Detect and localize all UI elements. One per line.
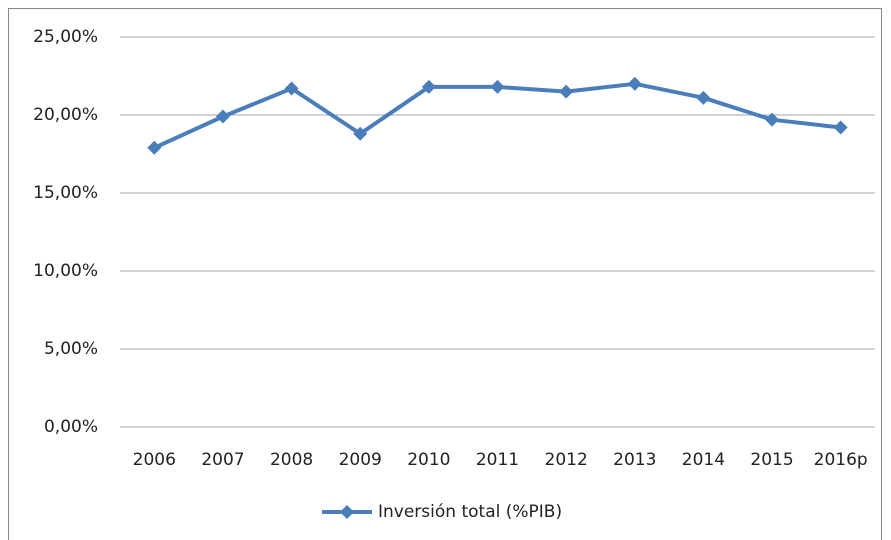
legend-marker <box>340 505 354 519</box>
data-point <box>147 140 162 155</box>
x-tick-label: 2010 <box>407 450 450 470</box>
data-point <box>833 120 848 135</box>
x-tick-label: 2007 <box>201 450 244 470</box>
data-point <box>353 126 368 141</box>
data-point <box>215 109 230 124</box>
data-point <box>490 79 505 94</box>
x-tick-label: 2014 <box>682 450 725 470</box>
legend-label: Inversión total (%PIB) <box>378 502 562 522</box>
y-tick-label: 20,00% <box>33 105 98 125</box>
data-point <box>627 76 642 91</box>
x-tick-label: 2011 <box>476 450 519 470</box>
x-tick-label: 2012 <box>545 450 588 470</box>
data-point <box>284 81 299 96</box>
data-point <box>765 112 780 127</box>
y-tick-label: 25,00% <box>33 27 98 47</box>
chart-frame <box>8 8 882 540</box>
y-tick-label: 10,00% <box>33 261 98 281</box>
x-tick-label: 2006 <box>133 450 176 470</box>
data-point <box>559 84 574 99</box>
data-point <box>696 90 711 105</box>
y-tick-label: 15,00% <box>33 183 98 203</box>
data-point <box>421 79 436 94</box>
y-tick-label: 0,00% <box>44 417 98 437</box>
x-tick-label: 2016p <box>814 450 868 470</box>
y-tick-label: 5,00% <box>44 339 98 359</box>
x-tick-label: 2008 <box>270 450 313 470</box>
x-tick-label: 2015 <box>750 450 793 470</box>
x-tick-label: 2009 <box>339 450 382 470</box>
x-tick-label: 2013 <box>613 450 656 470</box>
